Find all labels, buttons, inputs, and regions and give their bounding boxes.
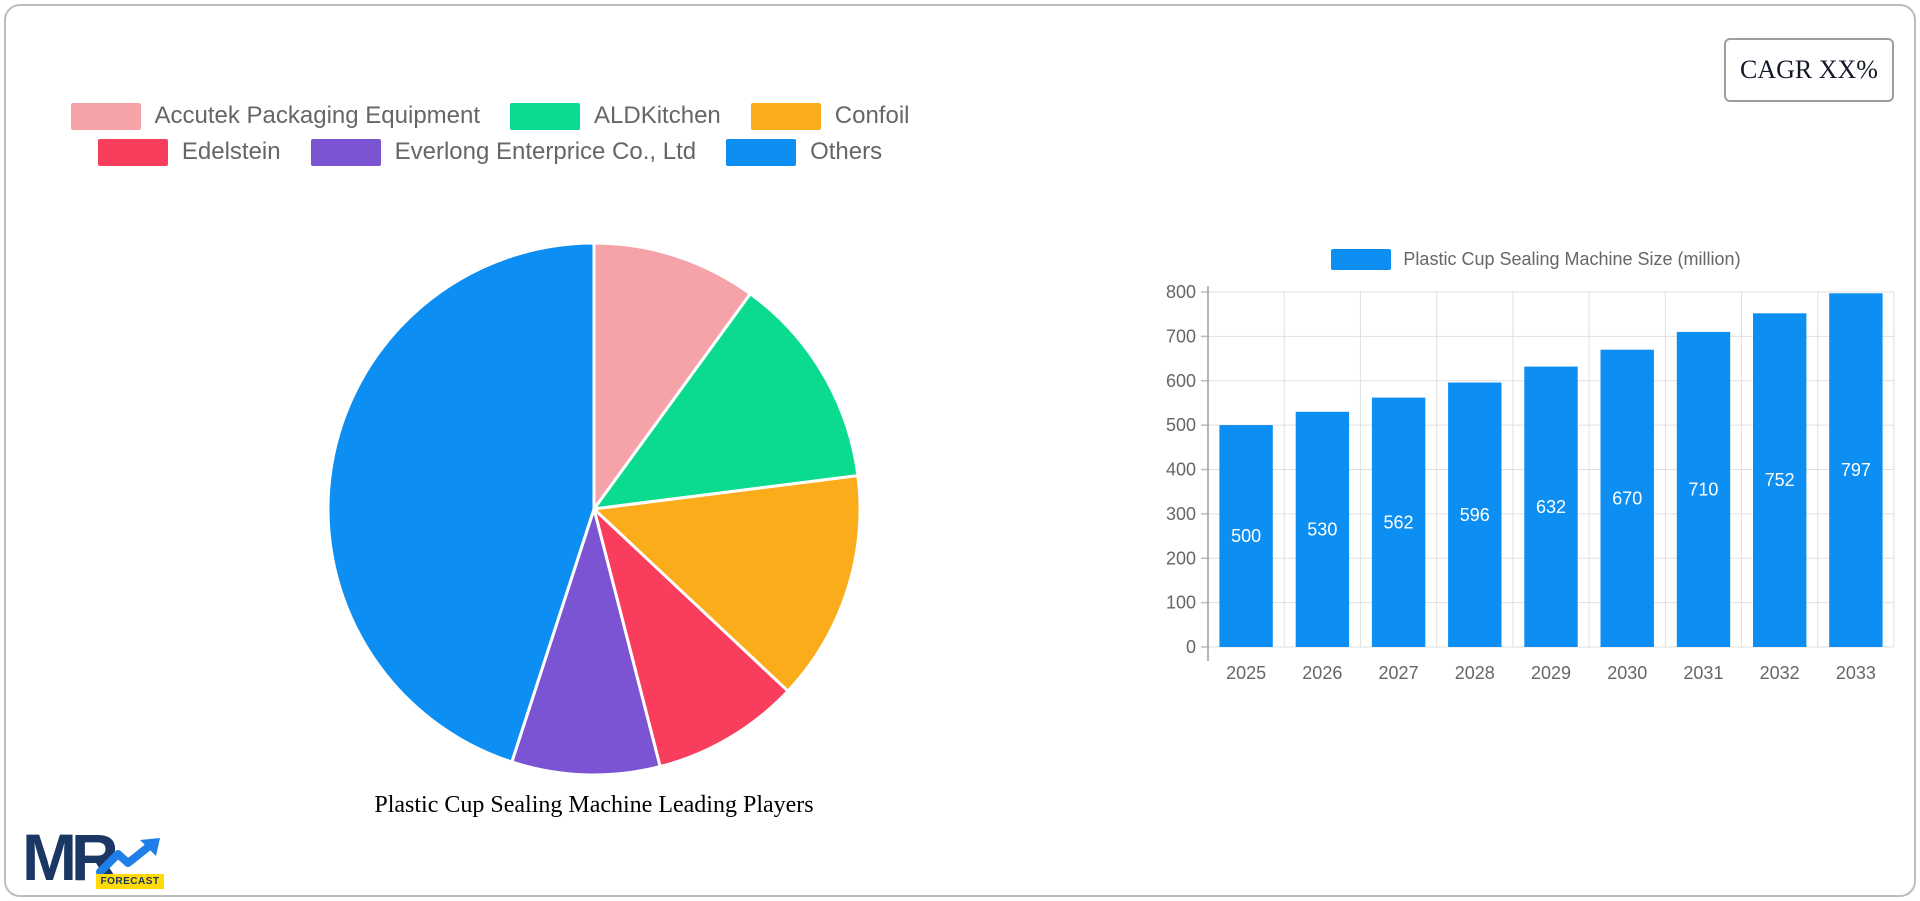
logo-forecast-badge: FORECAST: [96, 874, 164, 889]
trend-arrow-icon: [96, 838, 166, 878]
legend-label: ALDKitchen: [594, 102, 721, 130]
y-tick-label: 500: [1166, 415, 1196, 435]
pie-legend-row: Accutek Packaging EquipmentALDKitchenCon…: [84, 102, 896, 130]
bar-value-label: 596: [1460, 505, 1490, 525]
y-tick-label: 100: [1166, 593, 1196, 613]
legend-swatch: [726, 139, 796, 166]
x-tick-label: 2029: [1531, 663, 1571, 682]
bar-value-label: 562: [1384, 512, 1414, 532]
pie-legend-item[interactable]: Others: [726, 138, 882, 166]
x-tick-label: 2027: [1379, 663, 1419, 682]
legend-swatch: [751, 103, 821, 130]
logo-forecast-text: FORECAST: [101, 876, 160, 887]
legend-label: Confoil: [835, 102, 910, 130]
legend-label: Everlong Enterprice Co., Ltd: [395, 138, 697, 166]
pie-legend-item[interactable]: Everlong Enterprice Co., Ltd: [311, 138, 697, 166]
pie-legend-item[interactable]: Confoil: [751, 102, 910, 130]
x-tick-label: 2025: [1226, 663, 1266, 682]
pie-legend-row: Edelstein Everlong Enterprice Co., Ltd Oth…: [84, 138, 896, 166]
legend-swatch: [311, 139, 381, 166]
x-tick-label: 2028: [1455, 663, 1495, 682]
y-tick-label: 0: [1186, 637, 1196, 657]
x-tick-label: 2033: [1836, 663, 1876, 682]
y-tick-label: 600: [1166, 371, 1196, 391]
legend-swatch: [98, 139, 168, 166]
bar-value-label: 632: [1536, 497, 1566, 517]
bar-value-label: 797: [1841, 460, 1871, 480]
y-tick-label: 800: [1166, 282, 1196, 302]
bar-value-label: 752: [1765, 470, 1795, 490]
bar-value-label: 500: [1231, 526, 1261, 546]
legend-label: Accutek Packaging Equipment: [155, 102, 481, 130]
cagr-label: CAGR XX%: [1740, 55, 1878, 85]
pie-legend-item[interactable]: ALDKitchen: [510, 102, 721, 130]
cagr-badge: CAGR XX%: [1724, 38, 1894, 102]
pie-legend: Accutek Packaging EquipmentALDKitchenCon…: [84, 102, 896, 166]
pie-chart: [324, 239, 864, 779]
x-tick-label: 2031: [1683, 663, 1723, 682]
bar-value-label: 670: [1612, 488, 1642, 508]
pie-legend-item[interactable]: Accutek Packaging Equipment: [71, 102, 481, 130]
x-tick-label: 2030: [1607, 663, 1647, 682]
x-tick-label: 2032: [1760, 663, 1800, 682]
chart-canvas: CAGR XX% Accutek Packaging Equipment ALDK…: [4, 4, 1916, 897]
bar-value-label: 530: [1307, 519, 1337, 539]
legend-label: Edelstein: [182, 138, 281, 166]
legend-swatch: [71, 103, 141, 130]
mr-forecast-logo: MR FORECAST: [22, 826, 182, 898]
y-tick-label: 200: [1166, 548, 1196, 568]
x-tick-label: 2026: [1302, 663, 1342, 682]
pie-chart-title: Plastic Cup Sealing Machine Leading Play…: [294, 792, 894, 819]
bar-value-label: 710: [1688, 479, 1718, 499]
legend-label: Others: [810, 138, 882, 166]
pie-legend-item[interactable]: Edelstein: [98, 138, 281, 166]
legend-swatch: [510, 103, 580, 130]
y-tick-label: 300: [1166, 504, 1196, 524]
y-tick-label: 700: [1166, 326, 1196, 346]
y-tick-label: 400: [1166, 460, 1196, 480]
bar-chart: 0 100 200 300 400 500 600 700 800 500 2025 530 2026 5…: [1156, 242, 1916, 682]
